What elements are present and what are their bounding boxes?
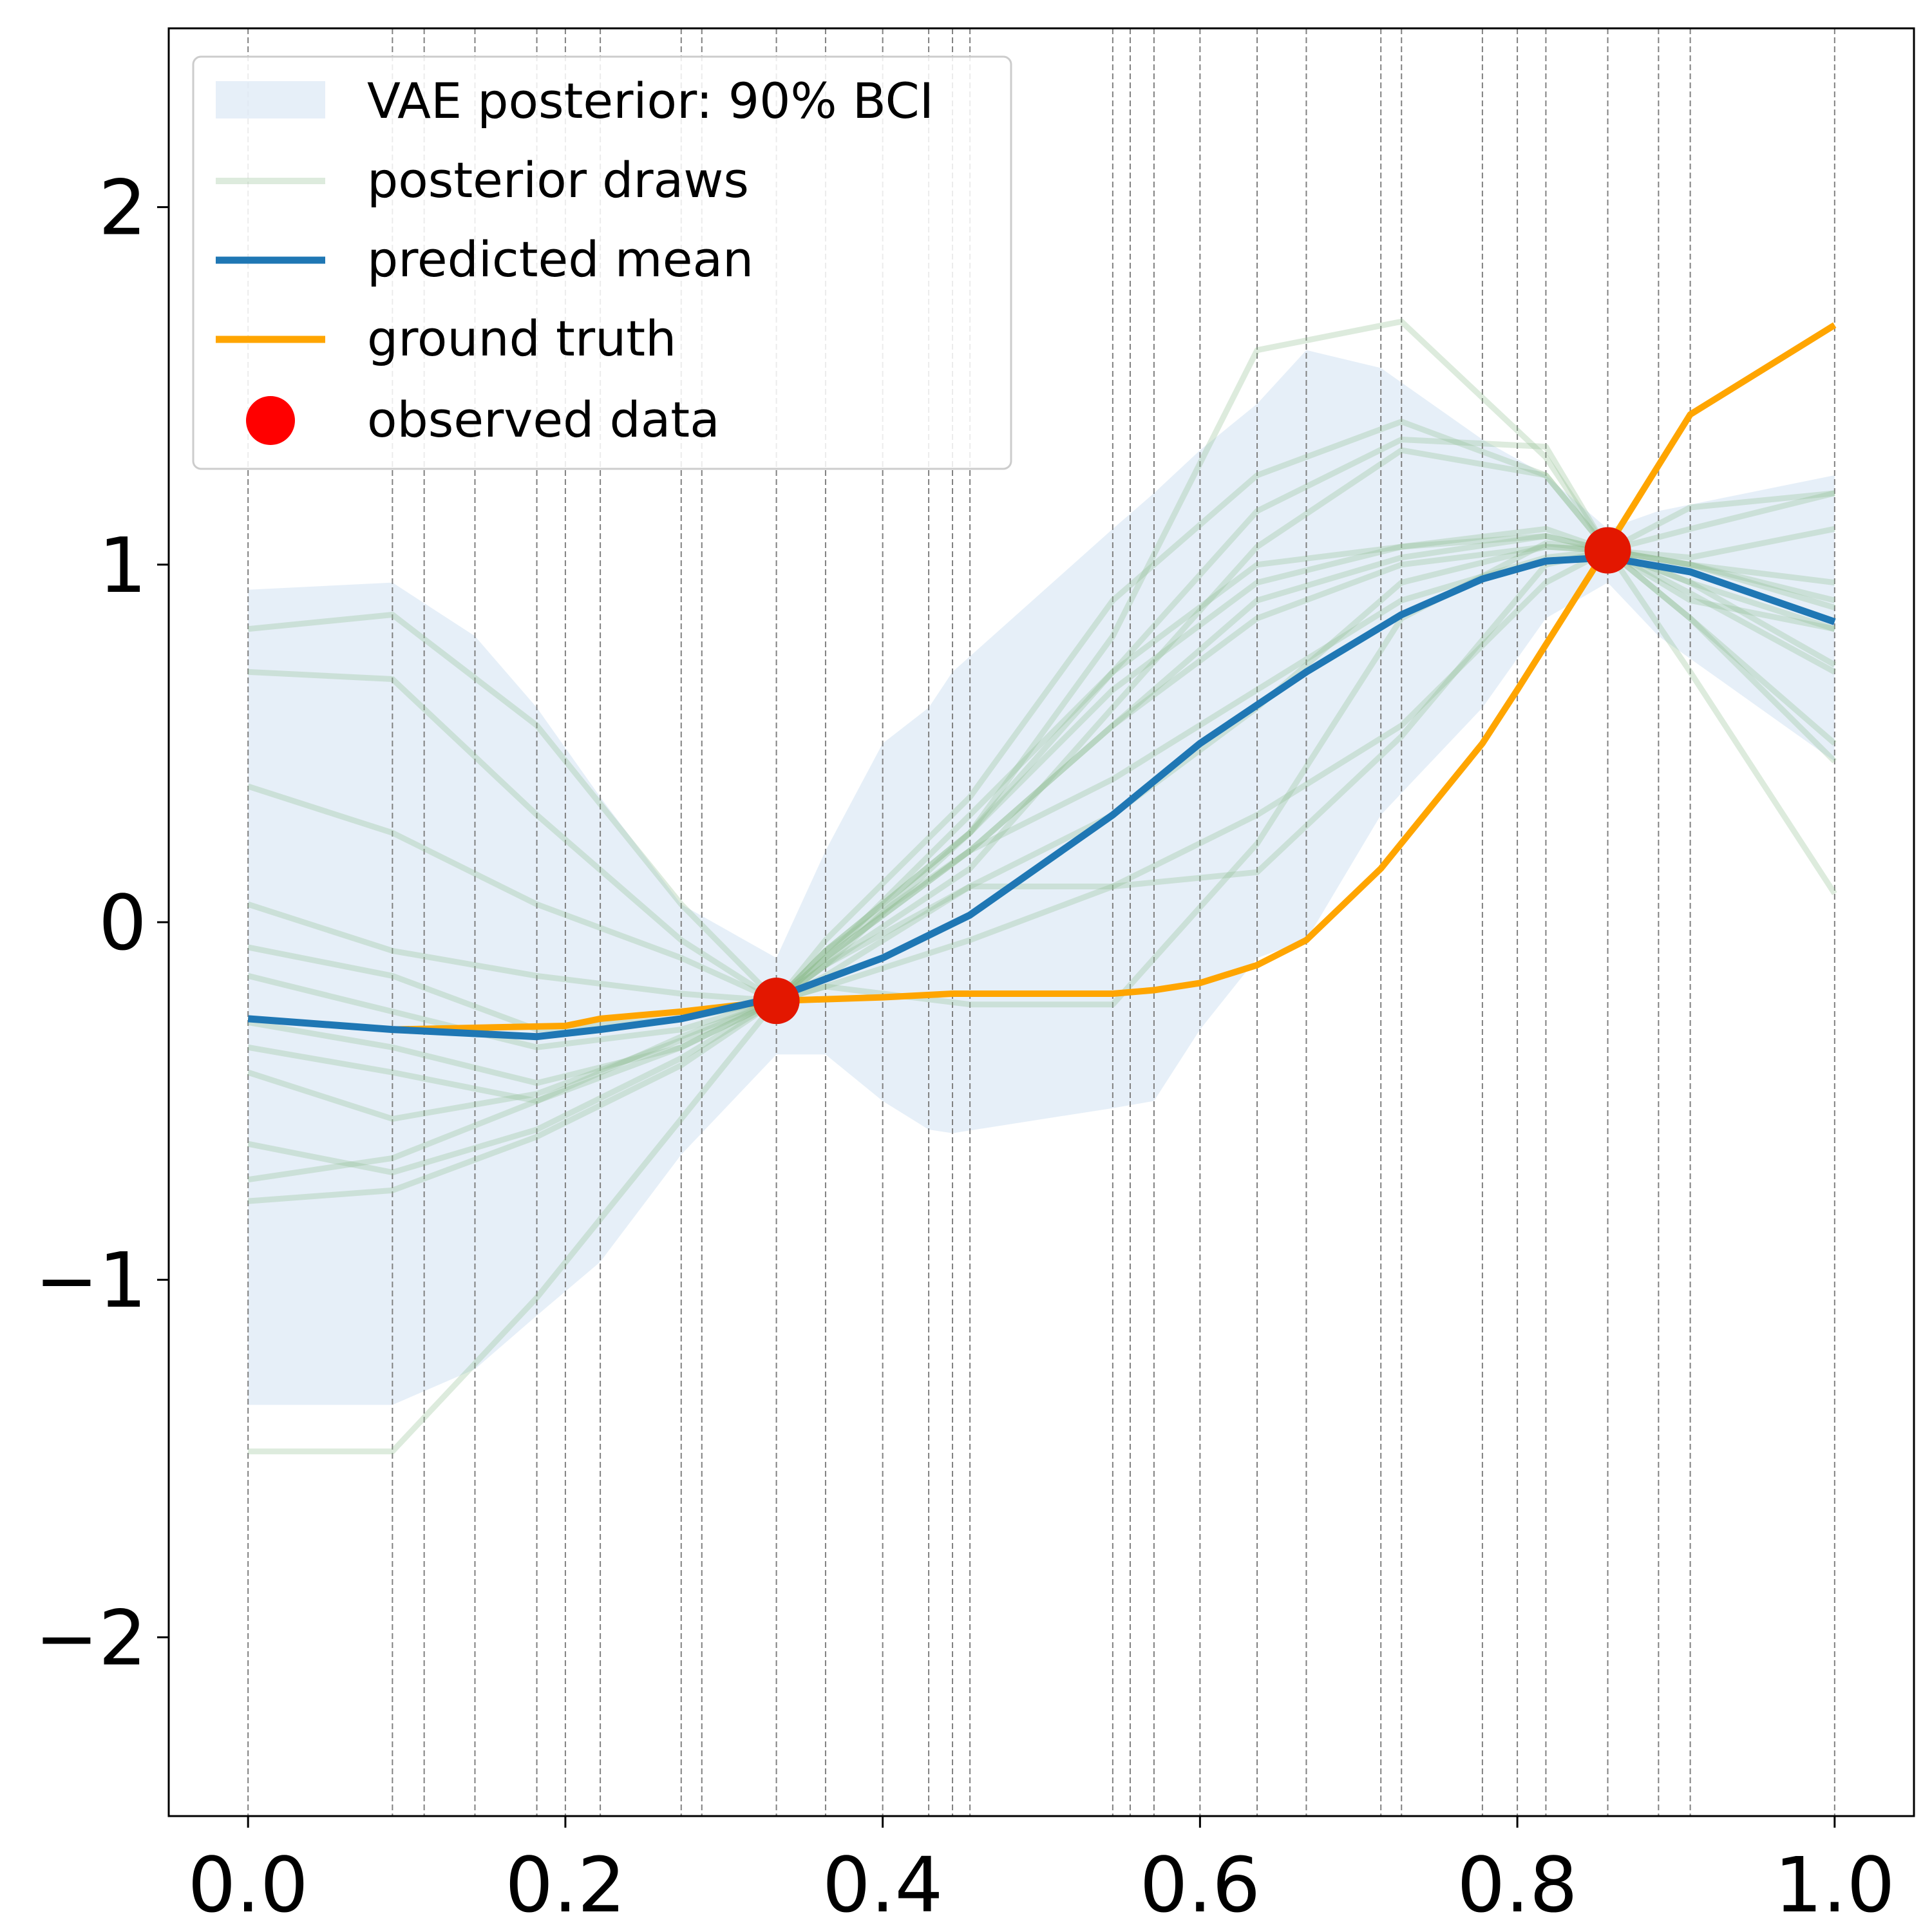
x-tick-label: 0.0 <box>187 1841 308 1929</box>
y-tick-label: 2 <box>99 164 147 252</box>
y-tick-label: −1 <box>35 1236 147 1325</box>
x-tick-label: 0.6 <box>1140 1841 1261 1929</box>
predicted-mean-layer <box>247 554 1836 1041</box>
x-tick-label: 0.8 <box>1457 1841 1578 1929</box>
legend-box <box>192 55 1012 470</box>
ground-truth-layer <box>247 322 1837 1033</box>
ground-truth-line <box>247 322 1837 1033</box>
legend-observed-swatch <box>246 396 295 445</box>
observed-data-point-overlay <box>1584 527 1631 574</box>
legend-label-mean: predicted mean <box>367 231 753 288</box>
legend-label-draws: posterior draws <box>367 151 749 209</box>
y-tick-label: −2 <box>35 1593 147 1682</box>
y-tick-label: 1 <box>99 521 147 610</box>
legend: VAE posterior: 90% BCI posterior draws p… <box>192 55 1012 470</box>
observed-data-layer <box>753 527 1631 1025</box>
legend-label-truth: ground truth <box>367 310 676 367</box>
y-tick-label: 0 <box>99 878 147 967</box>
x-tick-label: 1.0 <box>1774 1841 1895 1929</box>
predicted-mean-line <box>247 554 1836 1041</box>
x-tick-label: 0.4 <box>822 1841 943 1929</box>
legend-label-observed: observed data <box>367 391 720 448</box>
legend-label-band: VAE posterior: 90% BCI <box>367 72 934 129</box>
x-tick-label: 0.2 <box>505 1841 626 1929</box>
credible-interval-band-layer <box>248 350 1835 1405</box>
legend-band-swatch <box>216 81 325 118</box>
observed-data-point-overlay <box>753 978 800 1025</box>
x-ticks-layer: 0.0 0.2 0.4 0.6 0.8 1.0 <box>187 1816 1895 1929</box>
y-ticks-layer: −2 −1 0 1 2 <box>35 164 169 1682</box>
credible-interval-band <box>248 350 1835 1405</box>
